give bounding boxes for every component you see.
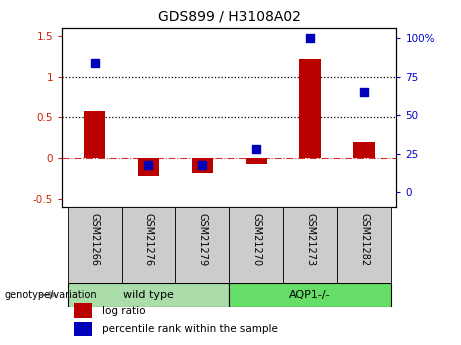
Text: GSM21273: GSM21273 (305, 213, 315, 266)
Bar (337, 207, 391, 283)
Text: log ratio: log ratio (102, 306, 146, 315)
Bar (68, 283, 229, 307)
Bar (138, 158, 159, 176)
Point (361, 89, 368, 95)
Bar (230, 207, 283, 283)
Text: GSM21266: GSM21266 (89, 213, 100, 266)
Text: AQP1-/-: AQP1-/- (290, 290, 331, 300)
Text: GSM21282: GSM21282 (359, 213, 369, 266)
Text: wild type: wild type (123, 290, 174, 300)
Point (199, 162, 206, 167)
Bar (353, 142, 375, 158)
Bar (84, 111, 106, 158)
Point (145, 162, 152, 167)
Bar (176, 207, 229, 283)
Bar (230, 283, 391, 307)
Bar (74, 322, 92, 336)
Point (253, 146, 260, 152)
Text: GSM21276: GSM21276 (143, 213, 154, 266)
Bar (246, 158, 267, 164)
Text: GSM21270: GSM21270 (251, 213, 261, 266)
Bar (68, 207, 122, 283)
Bar (122, 207, 176, 283)
Bar (283, 207, 337, 283)
Point (307, 36, 314, 41)
Bar (192, 158, 213, 173)
Text: percentile rank within the sample: percentile rank within the sample (102, 324, 278, 334)
Text: GSM21279: GSM21279 (197, 213, 207, 266)
Bar (74, 303, 92, 318)
Title: GDS899 / H3108A02: GDS899 / H3108A02 (158, 10, 301, 24)
Point (91, 60, 98, 66)
Text: genotype/variation: genotype/variation (5, 290, 97, 300)
Bar (300, 59, 321, 158)
